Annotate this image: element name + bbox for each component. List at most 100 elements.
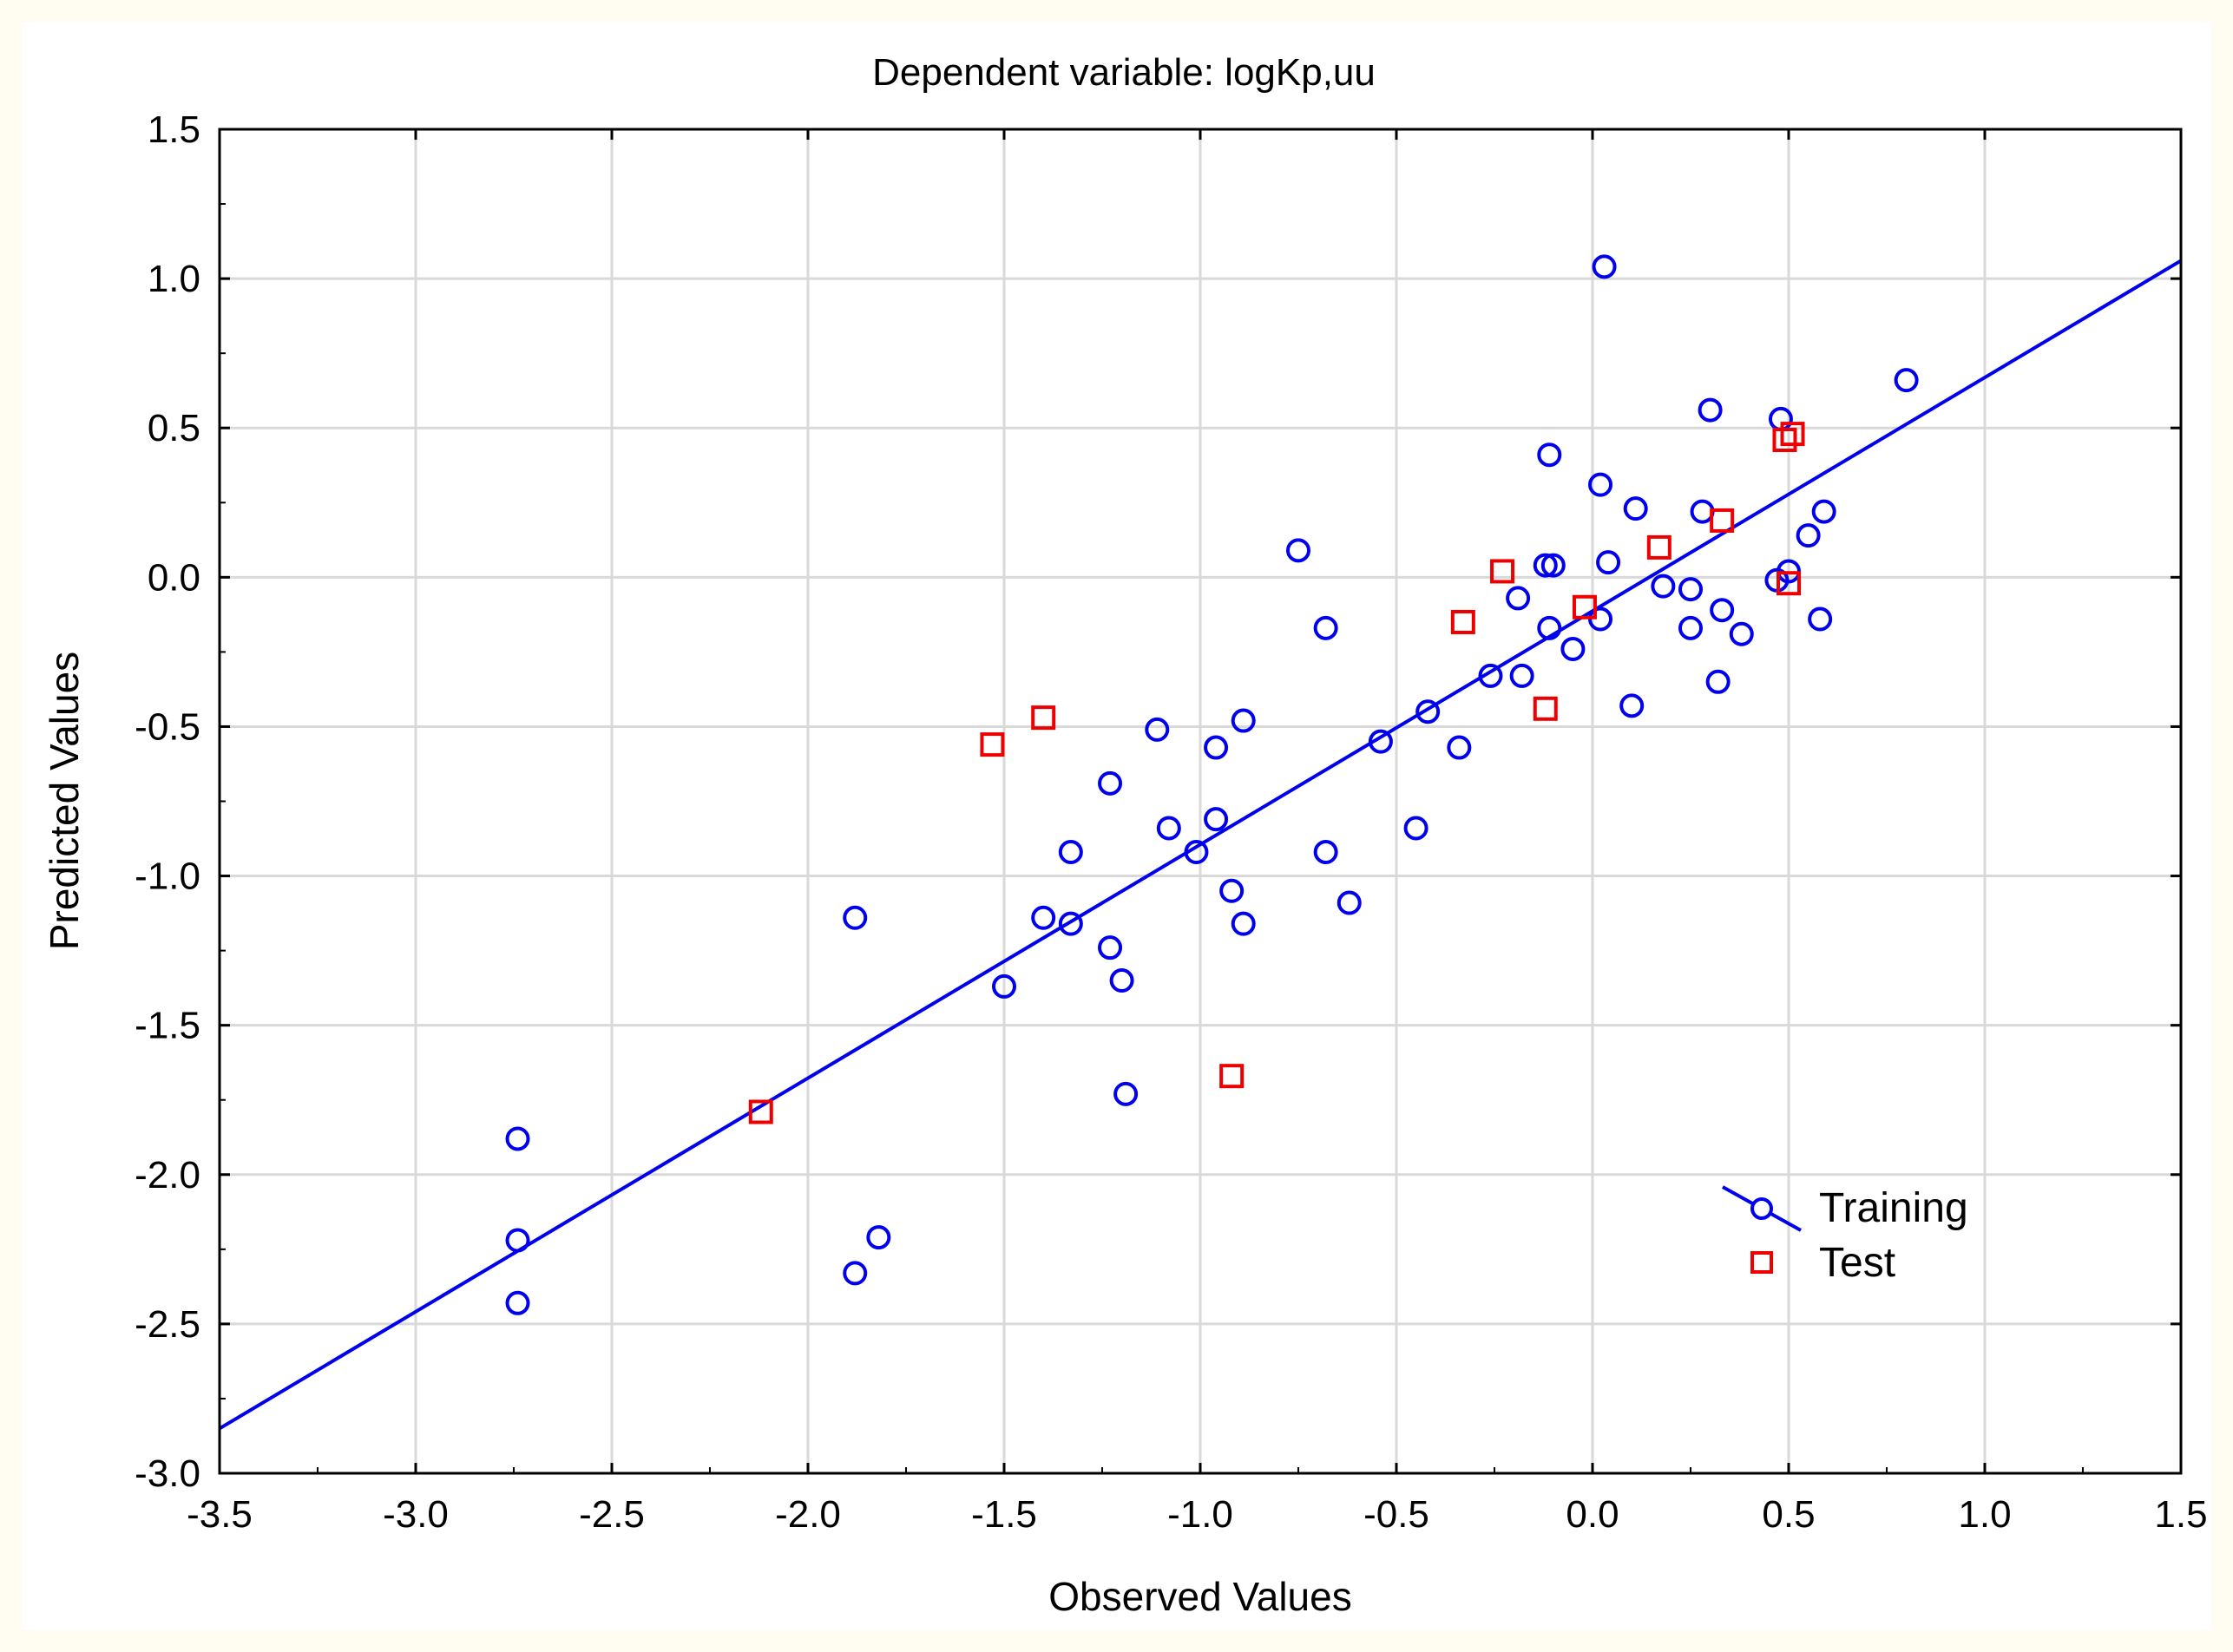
test-point xyxy=(1646,534,1671,560)
training-point xyxy=(1894,368,1919,393)
x-tick-label: -1.0 xyxy=(1167,1493,1233,1536)
test-point xyxy=(1772,427,1797,452)
x-tick-label: -1.5 xyxy=(971,1493,1037,1536)
test-point xyxy=(1490,559,1515,584)
training-point xyxy=(1705,669,1731,694)
training-point xyxy=(1537,442,1562,468)
x-tick-label: -2.0 xyxy=(775,1493,841,1536)
training-point xyxy=(1588,472,1613,497)
training-point xyxy=(1204,807,1229,832)
training-point xyxy=(992,974,1016,999)
training-point xyxy=(1560,636,1586,661)
training-point xyxy=(1678,615,1703,640)
test-point xyxy=(1572,594,1597,620)
y-tick-label: -1.0 xyxy=(135,856,200,898)
training-point xyxy=(1447,735,1472,760)
training-point xyxy=(1596,550,1621,575)
legend-test-label: Test xyxy=(1819,1240,1895,1286)
y-tick-label: 1.5 xyxy=(148,108,200,151)
x-tick-label: 0.0 xyxy=(1566,1493,1619,1536)
training-point xyxy=(1145,717,1170,742)
training-point xyxy=(1156,816,1181,841)
training-point xyxy=(1710,598,1735,623)
x-tick-label: -0.5 xyxy=(1363,1493,1429,1536)
y-tick-label: -0.5 xyxy=(135,705,200,748)
training-point xyxy=(1509,663,1534,688)
y-axis-label: Predicted Values xyxy=(42,652,87,950)
training-point xyxy=(1031,905,1056,930)
training-point xyxy=(1098,770,1123,796)
x-axis-ticks: -3.5 -3.0 -2.5 -2.0 -1.5 -1.0 -0.5 0.0 0.5 1.0 1.5 xyxy=(187,129,2208,1536)
training-point xyxy=(1184,840,1209,865)
training-point xyxy=(1537,615,1562,640)
x-tick-label: 0.5 xyxy=(1762,1493,1815,1536)
y-tick-label: 1.0 xyxy=(148,258,200,300)
test-point xyxy=(1031,705,1056,731)
training-point xyxy=(505,1126,530,1151)
test-point xyxy=(1710,508,1735,533)
training-point xyxy=(1109,968,1134,993)
training-point xyxy=(1678,577,1703,602)
y-tick-label: -2.0 xyxy=(135,1154,200,1196)
y-tick-label: 0.0 xyxy=(148,556,200,599)
training-point xyxy=(1313,615,1338,640)
inner-panel xyxy=(22,22,2211,1630)
training-point xyxy=(505,1290,530,1315)
data-points xyxy=(505,254,1919,1315)
training-point xyxy=(1337,890,1362,915)
training-point xyxy=(1651,574,1676,599)
training-point xyxy=(866,1225,891,1250)
test-point xyxy=(1533,696,1558,721)
test-point xyxy=(1219,1064,1245,1089)
x-tick-label: -3.5 xyxy=(187,1493,253,1536)
training-point xyxy=(1698,397,1723,423)
x-axis-label: Observed Values xyxy=(1048,1574,1351,1619)
x-tick-label: 1.5 xyxy=(2154,1493,2207,1536)
training-point xyxy=(1219,878,1245,903)
training-point xyxy=(1623,496,1648,521)
training-point xyxy=(1796,523,1821,548)
y-tick-label: -1.5 xyxy=(135,1005,200,1047)
x-tick-label: -3.0 xyxy=(383,1493,449,1536)
chart-title: Dependent variable: logKp,uu xyxy=(872,51,1376,94)
training-point xyxy=(1286,538,1310,563)
y-tick-label: -2.5 xyxy=(135,1303,200,1346)
legend: Training Test xyxy=(1722,1185,1968,1286)
y-axis-ticks: -3.0 -2.5 -2.0 -1.5 -1.0 -0.5 0.0 0.5 1.0 1.5 xyxy=(135,108,2181,1495)
legend-test-marker xyxy=(1750,1251,1773,1274)
training-point xyxy=(843,905,868,930)
training-point xyxy=(1592,254,1617,279)
training-point xyxy=(1478,663,1503,688)
training-point xyxy=(1231,708,1256,733)
legend-training-marker xyxy=(1750,1197,1773,1220)
training-point xyxy=(1098,935,1123,960)
training-point xyxy=(1231,911,1256,936)
training-point xyxy=(1415,699,1441,724)
training-point xyxy=(1506,586,1531,611)
training-point xyxy=(1619,693,1645,718)
training-point xyxy=(1204,735,1229,760)
test-point xyxy=(980,732,1005,757)
training-point xyxy=(1811,499,1836,524)
test-point xyxy=(1777,571,1801,596)
training-point xyxy=(1540,553,1566,578)
training-point xyxy=(843,1261,868,1286)
y-tick-label: 0.5 xyxy=(148,407,200,449)
legend-training-label: Training xyxy=(1819,1185,1968,1231)
training-point xyxy=(1058,911,1083,936)
test-point xyxy=(1780,422,1805,447)
training-point xyxy=(1313,840,1338,865)
regression-line-layer xyxy=(218,259,2183,1431)
test-point xyxy=(748,1099,773,1124)
test-point xyxy=(1450,609,1475,634)
training-point xyxy=(1058,840,1083,865)
training-point xyxy=(1403,816,1428,841)
training-point xyxy=(505,1228,530,1253)
x-tick-label: -2.5 xyxy=(579,1493,645,1536)
training-point xyxy=(1729,621,1754,646)
training-point xyxy=(1368,729,1393,754)
x-tick-label: 1.0 xyxy=(1958,1493,2011,1536)
grid-lines xyxy=(220,129,2181,1473)
regression-line xyxy=(218,259,2183,1431)
y-tick-label: -3.0 xyxy=(135,1452,200,1495)
